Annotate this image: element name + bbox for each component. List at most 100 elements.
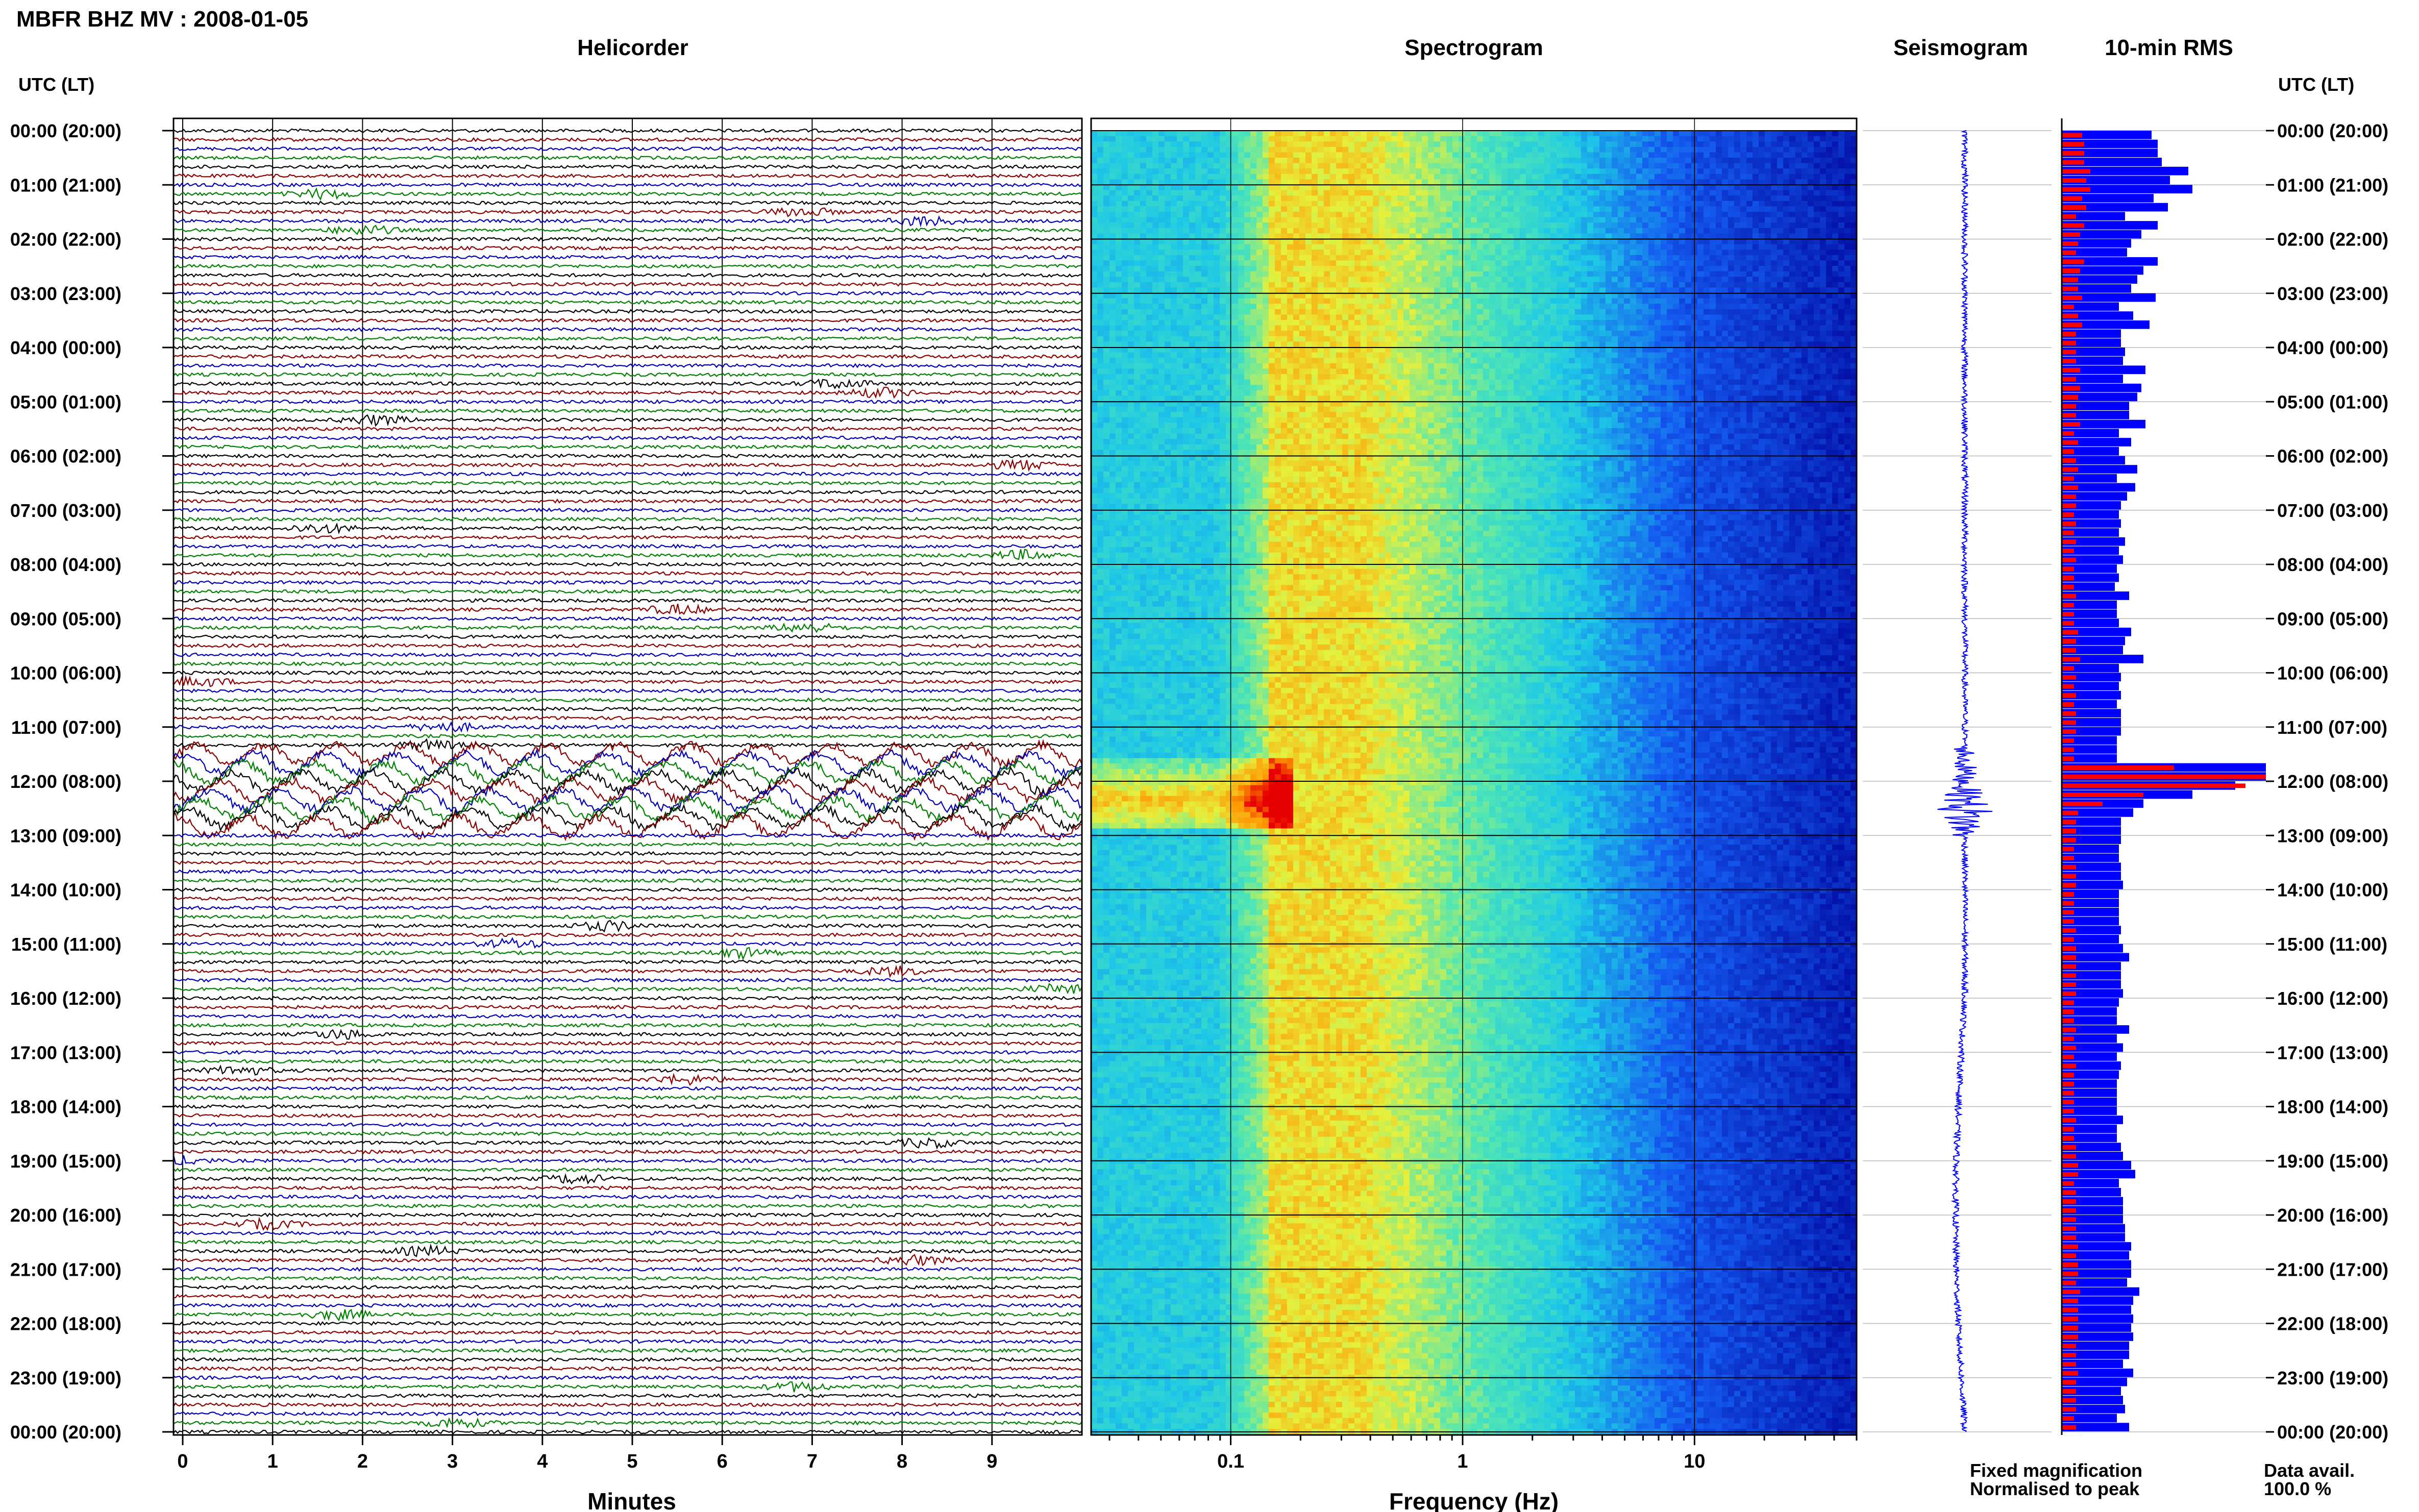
spectrogram-cell xyxy=(1716,304,1722,309)
spectrogram-cell xyxy=(1820,299,1826,304)
spectrogram-cell xyxy=(1428,277,1435,282)
spectrogram-cell xyxy=(1422,233,1428,239)
spectrogram-cell xyxy=(1538,179,1545,185)
spectrogram-cell xyxy=(1728,260,1735,266)
spectrogram-cell xyxy=(1287,152,1294,158)
spectrogram-cell xyxy=(1220,185,1226,190)
spectrogram-cell xyxy=(1489,158,1496,163)
spectrogram-cell xyxy=(1808,326,1814,331)
helicorder-trace xyxy=(174,662,1082,665)
spectrogram-cell xyxy=(1557,271,1563,277)
helicorder-trace xyxy=(174,635,1082,638)
spectrogram-cell xyxy=(1134,255,1141,261)
spectrogram-cell xyxy=(1452,233,1459,239)
spectrogram-cell xyxy=(1697,228,1704,234)
spectrogram-cell xyxy=(1697,190,1704,196)
spectrogram-cell xyxy=(1826,163,1833,169)
spectrogram-cell xyxy=(1581,282,1588,288)
spectrogram-cell xyxy=(1716,326,1722,331)
spectrogram-cell xyxy=(1581,152,1588,158)
spectrogram-heatmap xyxy=(1091,118,1857,1435)
spectrogram-cell xyxy=(1526,266,1533,271)
spectrogram-cell xyxy=(1158,217,1165,223)
spectrogram-cell xyxy=(1716,282,1722,288)
spectrogram-cell xyxy=(1624,190,1631,196)
spectrogram-cell xyxy=(1428,287,1435,293)
spectrogram-cell xyxy=(1256,190,1263,196)
spectrogram-cell xyxy=(1740,190,1747,196)
spectrogram-cell xyxy=(1532,136,1539,142)
spectrogram-cell xyxy=(1612,185,1618,190)
spectrogram-cell xyxy=(1777,239,1784,244)
spectrogram-cell xyxy=(1452,255,1459,261)
spectrogram-cell xyxy=(1581,168,1588,174)
spectrogram-cell xyxy=(1777,141,1784,147)
spectrogram-cell xyxy=(1569,195,1575,201)
spectrogram-cell xyxy=(1146,287,1153,293)
spectrogram-cell xyxy=(1336,174,1343,180)
spectrogram-cell xyxy=(1752,287,1759,293)
spectrogram-cell xyxy=(1336,212,1343,217)
spectrogram-cell xyxy=(1195,147,1202,153)
spectrogram-cell xyxy=(1354,179,1361,185)
helicorder-trace xyxy=(174,517,1082,520)
spectrogram-cell xyxy=(1593,195,1600,201)
helicorder-trace xyxy=(174,355,1082,358)
spectrogram-cell xyxy=(1446,228,1453,234)
spectrogram-cell xyxy=(1471,212,1477,217)
spectrogram-cell xyxy=(1752,320,1759,326)
spectrogram-cell xyxy=(1171,320,1177,326)
spectrogram-cell xyxy=(1330,277,1337,282)
spectrogram-cell xyxy=(1550,206,1557,212)
time-label-right: 11:00 (07:00) xyxy=(2277,717,2387,738)
spectrogram-cell xyxy=(1532,320,1539,326)
spectrogram-cell xyxy=(1165,185,1171,190)
spectrogram-cell xyxy=(1403,168,1410,174)
spectrogram-cell xyxy=(1109,195,1116,201)
spectrogram-cell xyxy=(1655,277,1661,282)
spectrogram-cell xyxy=(1379,201,1386,207)
spectrogram-cell xyxy=(1452,277,1459,282)
spectrogram-cell xyxy=(1593,250,1600,255)
spectrogram-cell xyxy=(1795,174,1802,180)
spectrogram-cell xyxy=(1765,287,1771,293)
spectrogram-cell xyxy=(1808,239,1814,244)
spectrogram-cell xyxy=(1256,212,1263,217)
spectrogram-cell xyxy=(1483,228,1490,234)
spectrogram-cell xyxy=(1397,212,1404,217)
spectrogram-cell xyxy=(1263,255,1269,261)
helicorder-trace xyxy=(174,500,1082,503)
spectrogram-cell xyxy=(1256,320,1263,326)
spectrogram-cell xyxy=(1348,185,1355,190)
spectrogram-cell xyxy=(1734,239,1741,244)
spectrogram-cell xyxy=(1752,174,1759,180)
spectrogram-cell xyxy=(1722,174,1729,180)
spectrogram-cell xyxy=(1520,244,1526,250)
spectrogram-cell xyxy=(1244,320,1251,326)
spectrogram-cell xyxy=(1501,168,1508,174)
spectrogram-cell xyxy=(1667,179,1673,185)
spectrogram-cell xyxy=(1648,299,1655,304)
time-label-right: 10:00 (06:00) xyxy=(2277,663,2388,684)
spectrogram-cell xyxy=(1808,163,1814,169)
spectrogram-cell xyxy=(1134,222,1141,228)
spectrogram-cell xyxy=(1201,266,1208,271)
spectrogram-cell xyxy=(1391,152,1398,158)
spectrogram-cell xyxy=(1642,190,1649,196)
spectrogram-cell xyxy=(1287,287,1294,293)
spectrogram-cell xyxy=(1336,331,1343,336)
spectrogram-cell xyxy=(1116,147,1122,153)
spectrogram-cell xyxy=(1783,131,1790,136)
spectrogram-cell xyxy=(1177,277,1183,282)
spectrogram-cell xyxy=(1569,326,1575,331)
spectrogram-cell xyxy=(1416,331,1422,336)
spectrogram-cell xyxy=(1342,201,1349,207)
spectrogram-cell xyxy=(1256,299,1263,304)
spectrogram-cell xyxy=(1550,222,1557,228)
spectrogram-cell xyxy=(1820,309,1826,315)
spectrogram-cell xyxy=(1587,136,1594,142)
spectrogram-cell xyxy=(1471,326,1477,331)
spectrogram-cell xyxy=(1403,222,1410,228)
spectrogram-cell xyxy=(1630,309,1637,315)
spectrogram-cell xyxy=(1575,217,1582,223)
